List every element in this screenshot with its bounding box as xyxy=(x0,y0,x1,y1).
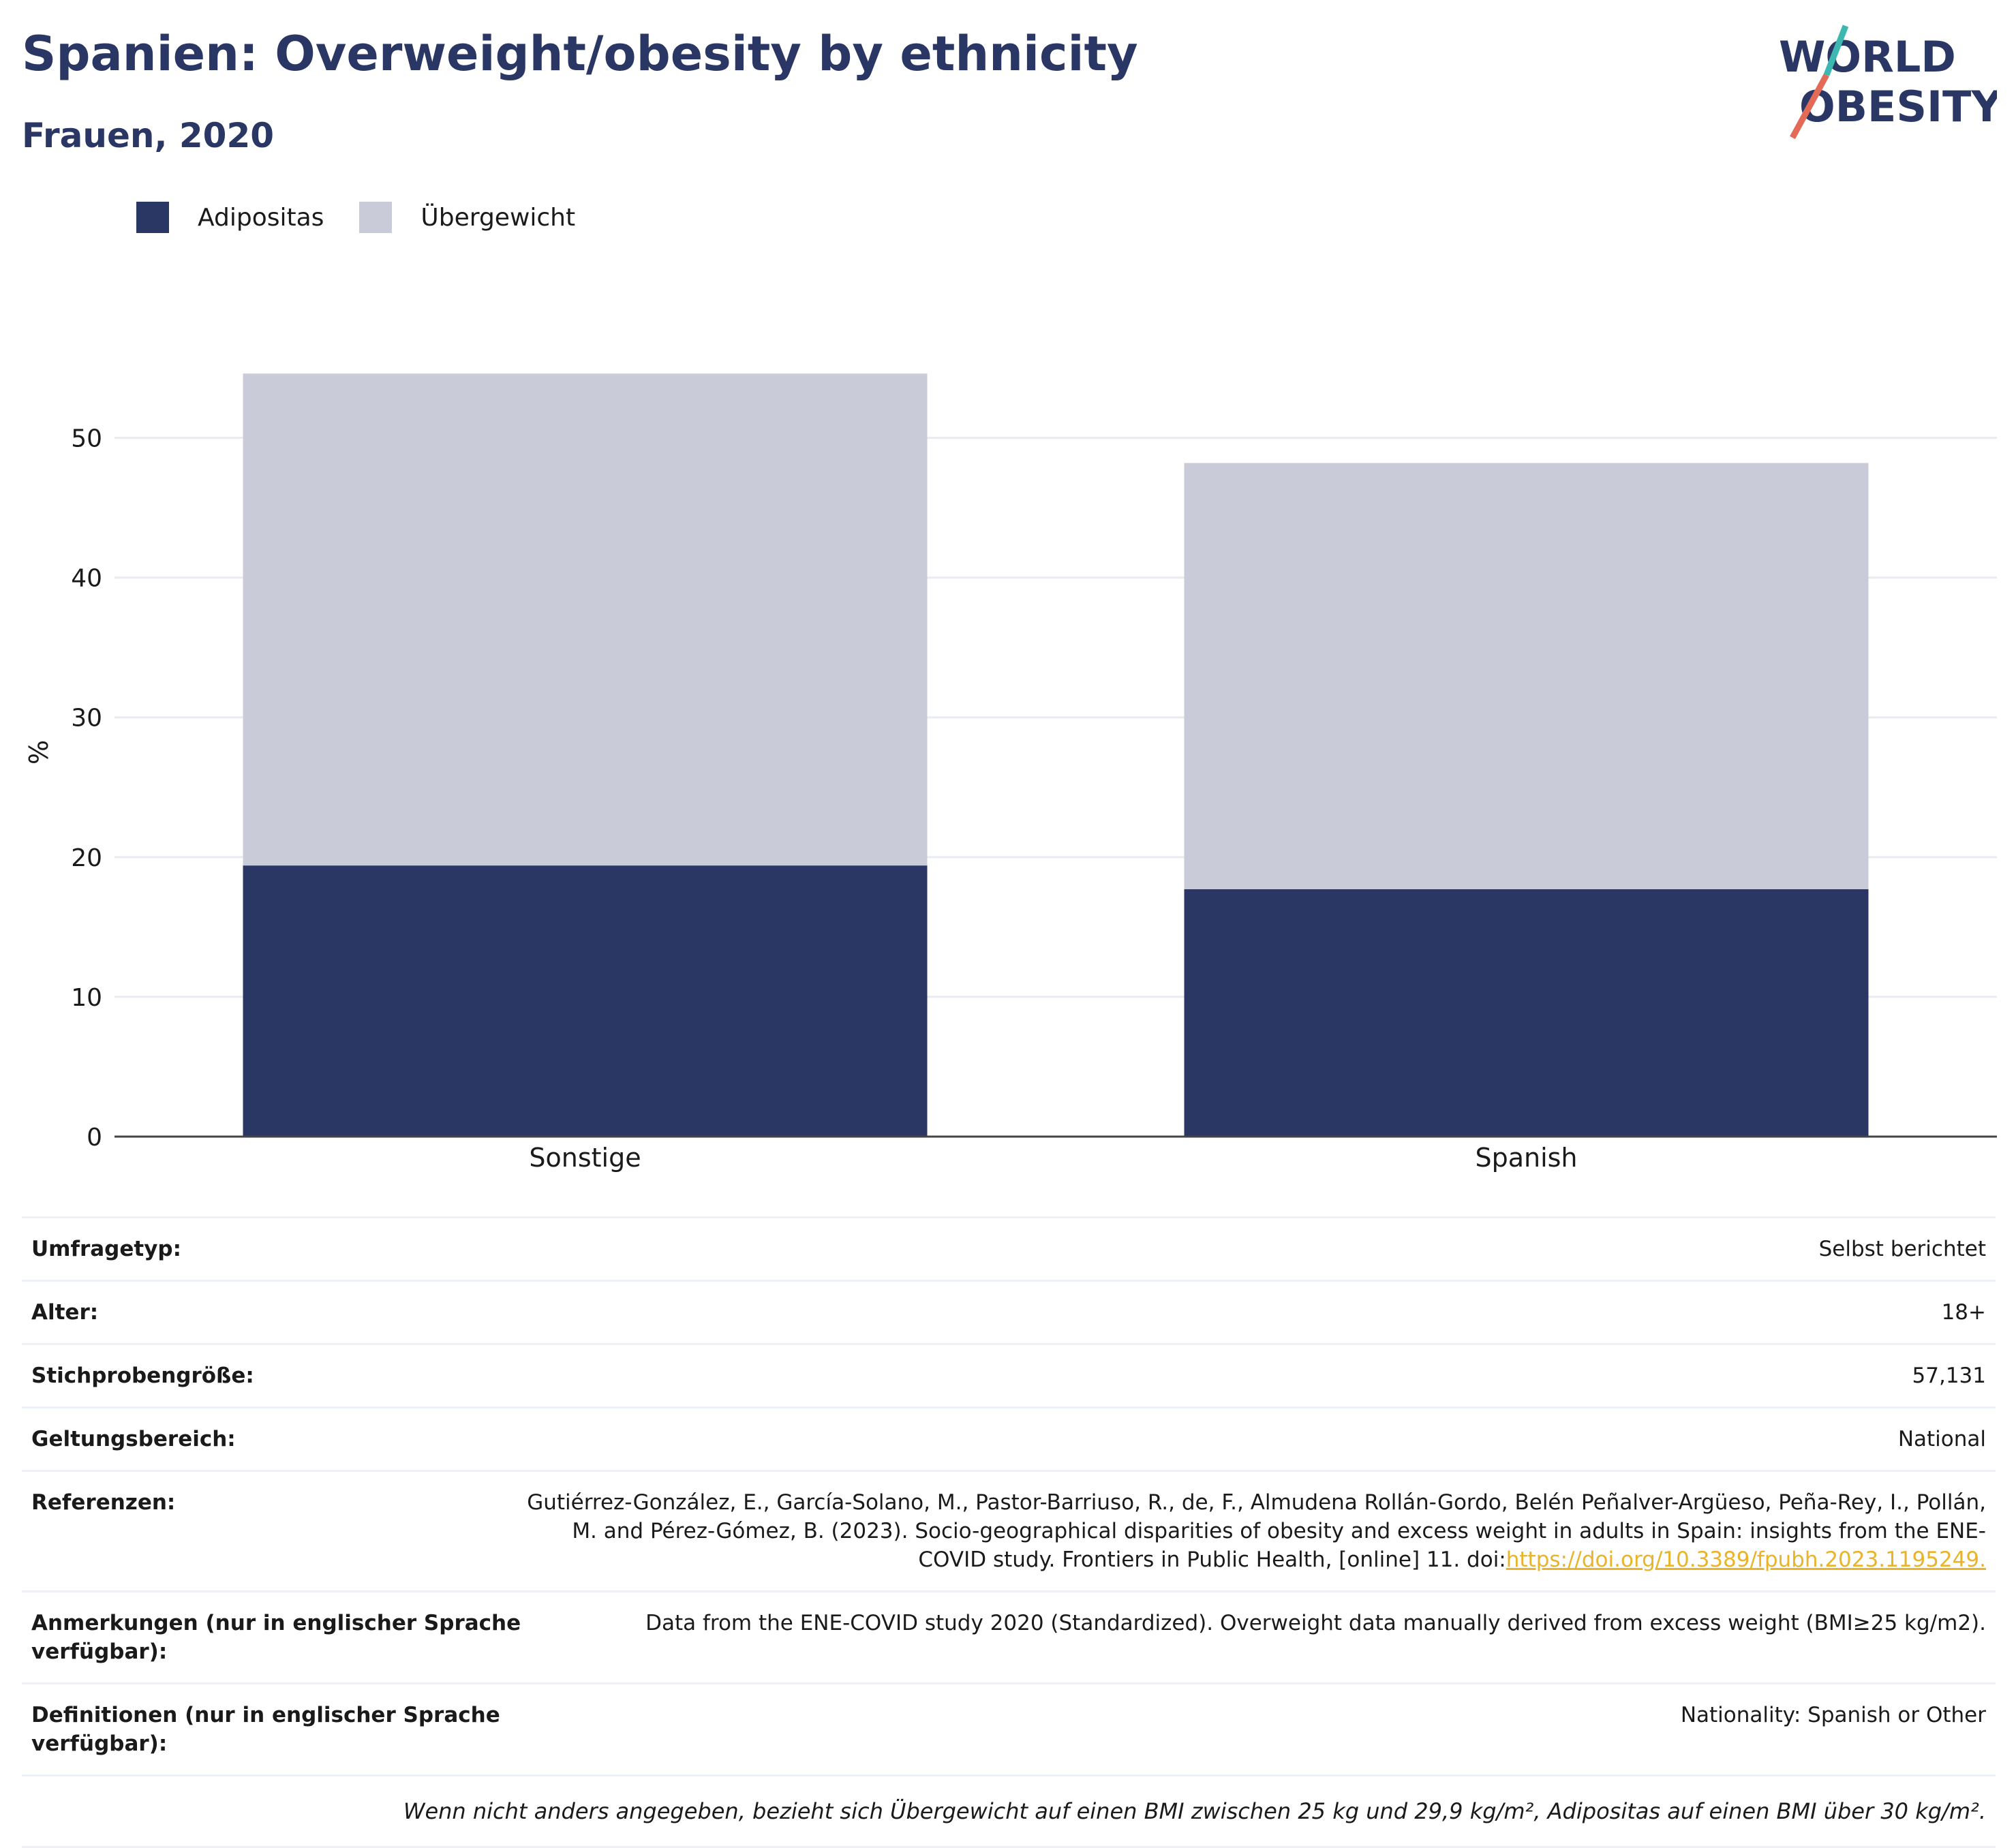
svg-text:OBESITY: OBESITY xyxy=(1799,82,1997,132)
info-row: Alter: 18+ xyxy=(22,1282,1996,1345)
info-key-definitions: Definitionen (nur in englischer Sprache … xyxy=(31,1703,500,1756)
references-text: Gutiérrez-González, E., García-Solano, M… xyxy=(527,1490,1986,1572)
info-key-references: Referenzen: xyxy=(31,1490,176,1515)
info-table: Umfragetyp: Selbst berichtet Alter: 18+ … xyxy=(22,1216,1996,1848)
svg-text:WORLD: WORLD xyxy=(1779,32,1956,82)
info-value-sample-size: 57,131 xyxy=(1912,1364,1986,1388)
info-value-coverage: National xyxy=(1897,1427,1986,1451)
info-row-references: Referenzen: Gutiérrez-González, E., Garc… xyxy=(22,1472,1996,1592)
info-row: Stichprobengröße: 57,131 xyxy=(22,1345,1996,1408)
x-category-label: Sonstige xyxy=(529,1143,641,1173)
y-tick-label: 30 xyxy=(71,705,102,733)
bar-uebergewicht-sonstige xyxy=(243,373,928,866)
legend-swatch-uebergewicht xyxy=(359,202,393,233)
info-key-age: Alter: xyxy=(31,1300,99,1325)
stacked-bar-chart: 0 10 20 30 40 50 Sonstige Spanish% xyxy=(24,373,1997,1173)
x-category-label: Spanish xyxy=(1475,1143,1577,1173)
info-value-notes: Data from the ENE-COVID study 2020 (Stan… xyxy=(645,1611,1986,1635)
legend-item-adipositas[interactable]: Adipositas xyxy=(136,202,324,233)
y-tick-label: 40 xyxy=(71,565,102,593)
world-obesity-logo: WORLD OBESITY xyxy=(1779,25,1997,140)
legend-label-uebergewicht: Übergewicht xyxy=(421,203,576,232)
y-tick-label: 0 xyxy=(87,1124,102,1152)
info-key-sample-size: Stichprobengröße: xyxy=(31,1364,254,1388)
info-value-definitions: Nationality: Spanish or Other xyxy=(1680,1703,1986,1727)
page-title: Spanien: Overweight/obesity by ethnicity xyxy=(22,26,1138,82)
y-tick-label: 20 xyxy=(71,844,102,872)
bar-adipositas-spanish xyxy=(1184,889,1869,1137)
legend-swatch-adipositas xyxy=(136,202,169,233)
info-key-survey-type: Umfragetyp: xyxy=(31,1237,181,1261)
y-tick-label: 10 xyxy=(71,984,102,1012)
info-value-age: 18+ xyxy=(1941,1300,1986,1325)
bar-uebergewicht-spanish xyxy=(1184,463,1869,889)
info-key-coverage: Geltungsbereich: xyxy=(31,1427,236,1451)
legend-item-uebergewicht[interactable]: Übergewicht xyxy=(359,202,575,233)
bmi-footnote: Wenn nicht anders angegeben, bezieht sic… xyxy=(22,1776,1996,1848)
info-value-references: Gutiérrez-González, E., García-Solano, M… xyxy=(522,1488,1986,1574)
info-key-notes: Anmerkungen (nur in englischer Sprache v… xyxy=(31,1611,521,1664)
info-row-notes: Anmerkungen (nur in englischer Sprache v… xyxy=(22,1592,1996,1684)
info-row-definitions: Definitionen (nur in englischer Sprache … xyxy=(22,1684,1996,1776)
references-doi-link[interactable]: https://doi.org/10.3389/fpubh.2023.11952… xyxy=(1506,1547,1986,1572)
page-subtitle: Frauen, 2020 xyxy=(22,116,275,155)
y-axis-label: % xyxy=(24,740,54,765)
info-value-survey-type: Selbst berichtet xyxy=(1818,1237,1986,1261)
y-tick-label: 50 xyxy=(71,425,102,453)
chart-legend: Adipositas Übergewicht xyxy=(136,202,611,233)
legend-label-adipositas: Adipositas xyxy=(198,203,324,232)
info-row: Umfragetyp: Selbst berichtet xyxy=(22,1218,1996,1282)
bar-adipositas-sonstige xyxy=(243,865,928,1137)
info-row: Geltungsbereich: National xyxy=(22,1408,1996,1472)
